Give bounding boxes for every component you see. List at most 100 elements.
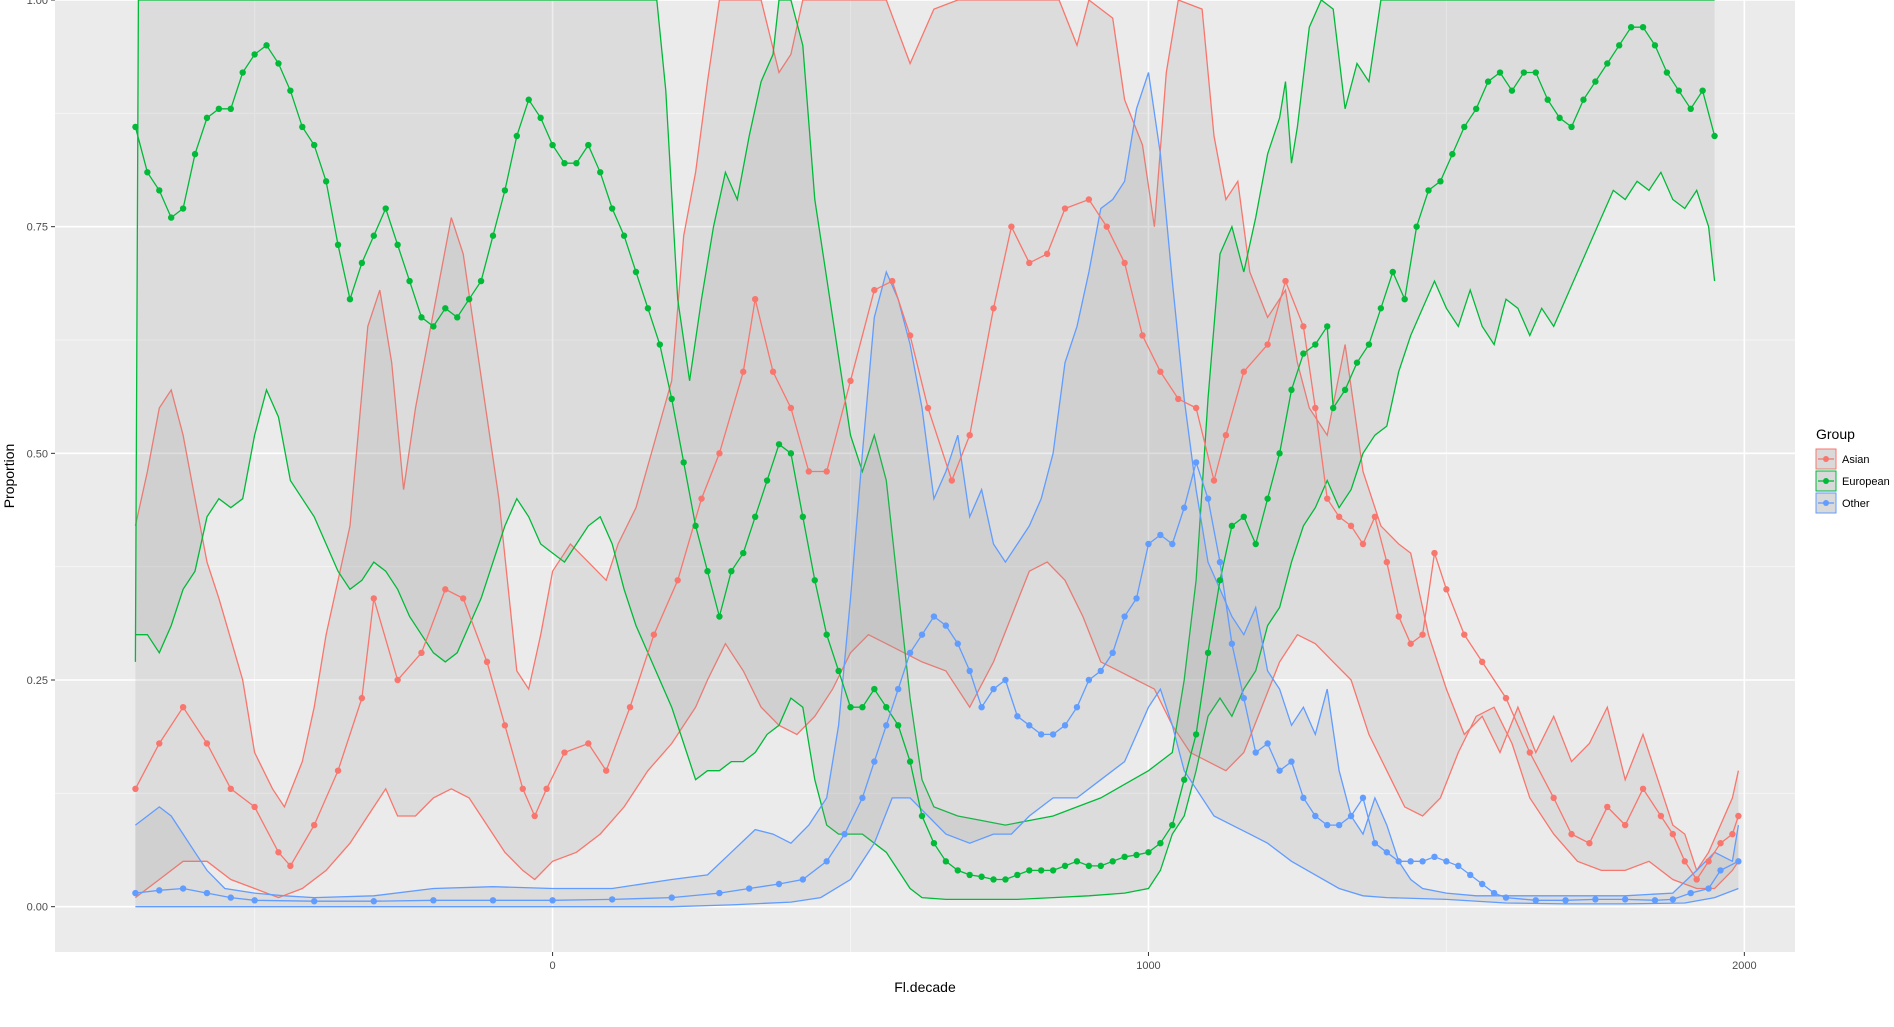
asian-line [134,198,1740,881]
asian-point [1210,477,1218,484]
european-point [525,96,532,103]
european-point [1520,69,1528,76]
other-point [799,876,807,883]
european-point [1037,867,1045,874]
european-point [1276,450,1283,457]
european-point [644,305,652,312]
y-tick-label: 0.50 [27,448,48,460]
asian-point [543,785,550,792]
asian-point [1383,558,1391,566]
european-point [1699,87,1706,94]
european-point [1508,87,1516,94]
asian-point [1407,640,1414,647]
other-point [716,889,723,897]
european-point [1413,223,1420,230]
other-point [203,889,211,897]
european-point [1109,858,1116,865]
european-point [597,169,604,176]
european-point [322,178,330,185]
european-point [1675,87,1683,94]
european-point [978,873,985,880]
other-point [906,649,914,656]
asian-point [906,332,914,339]
asian-point [1586,840,1593,847]
other-point [430,897,437,904]
other-point [871,758,878,765]
european-point [275,60,282,67]
other-point [954,640,961,647]
european-point [1049,867,1057,874]
legend-key-point-other [1823,500,1829,506]
european-point [394,241,401,248]
european-point [787,450,795,457]
other-point [1455,862,1462,870]
european-point [704,568,711,575]
european-point [966,871,973,879]
other-point [1562,897,1569,904]
european-point [561,160,568,167]
european-point [299,123,306,131]
european-point [430,323,437,330]
european-point [489,232,497,239]
european-point [263,42,270,49]
european-point [1169,821,1176,829]
european-point [227,105,234,113]
asian-point [1043,250,1051,258]
other-band-fill [135,72,1739,907]
other-point [1669,896,1677,903]
asian-point [1222,432,1230,439]
asian-point [1461,631,1468,638]
other-point [132,889,139,897]
asian-point [1693,876,1700,883]
other-point [156,887,163,894]
european-point [1288,386,1295,394]
european-point [1437,178,1444,185]
y-tick-label: 0.75 [27,222,48,234]
asian-point [1300,323,1307,330]
european-point [215,105,223,113]
other-point [775,880,783,888]
european-point [1461,123,1468,131]
european-point [167,214,175,221]
asian-point [1729,830,1736,838]
asian-point [871,286,878,294]
other-point [1407,858,1414,865]
european-point [477,277,485,285]
european-point [1568,123,1575,131]
asian-point [1419,631,1426,638]
european-point [871,685,878,693]
y-axis-title: Proportion [1,444,17,509]
european-point [906,758,914,765]
european-point [1014,871,1021,879]
other-point [1490,889,1498,897]
asian-point [1085,196,1093,203]
asian-point [924,404,932,412]
other-point [942,622,950,629]
european-point [763,477,771,484]
european-point [382,205,389,212]
legend-key-point-asian [1823,456,1829,462]
asian-point [1657,812,1665,820]
european-point [883,704,890,711]
other-point [1347,812,1355,820]
other-point [1192,459,1200,466]
european-band-lower [135,170,1716,901]
european-point [311,141,318,149]
confidence-bands [134,0,1740,908]
asian-point [561,749,568,756]
asian-point [716,450,723,457]
asian-point [358,694,366,702]
other-point [1037,731,1045,738]
other-point [1431,853,1438,860]
european-point [1240,513,1248,520]
european-point [1002,876,1009,883]
asian-point [1157,368,1164,375]
asian-point [1359,540,1367,548]
other-band-upper [135,72,1740,899]
asian-point [1240,368,1248,375]
other-point [883,722,890,729]
european-point [918,812,926,820]
other-point [1371,840,1379,847]
other-point [1735,858,1742,865]
european-point [835,667,842,675]
